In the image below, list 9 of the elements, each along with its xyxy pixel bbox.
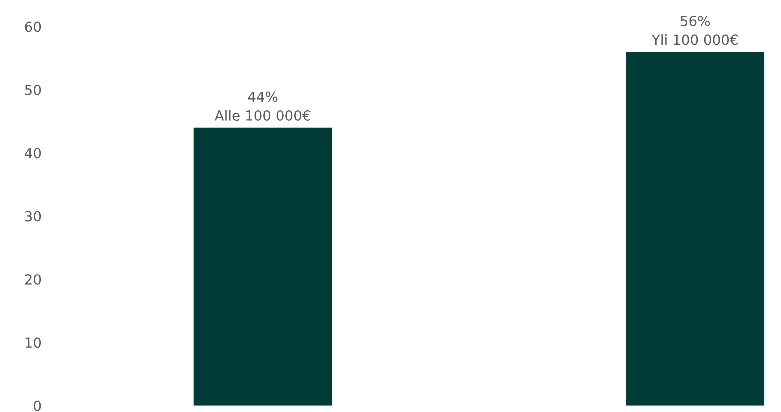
y-tick-label: 0 [34,400,42,412]
y-tick-label: 60 [25,22,42,32]
y-tick-label: 20 [25,274,42,285]
data-label: 44% Alle 100 000€ [214,92,310,121]
y-tick-label: 30 [25,211,42,222]
data-label: 56% Yli 100 000€ [652,16,738,46]
y-tick-label: 10 [26,338,42,348]
y-tick-label: 40 [25,148,42,159]
y-tick-label: 50 [25,84,42,96]
